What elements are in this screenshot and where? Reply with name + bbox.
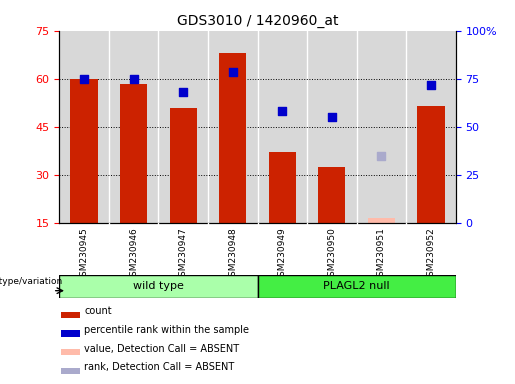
Text: rank, Detection Call = ABSENT: rank, Detection Call = ABSENT xyxy=(84,362,235,372)
Bar xyxy=(61,312,80,318)
Text: GSM230945: GSM230945 xyxy=(79,227,89,281)
Point xyxy=(129,76,138,82)
Text: PLAGL2 null: PLAGL2 null xyxy=(323,281,390,291)
Text: GSM230952: GSM230952 xyxy=(426,227,436,281)
Bar xyxy=(61,331,80,337)
Text: GSM230949: GSM230949 xyxy=(278,227,287,281)
Bar xyxy=(368,218,395,223)
Text: count: count xyxy=(84,306,112,316)
Point xyxy=(229,69,237,75)
Text: value, Detection Call = ABSENT: value, Detection Call = ABSENT xyxy=(84,344,239,354)
Text: GSM230946: GSM230946 xyxy=(129,227,138,281)
Text: GSM230951: GSM230951 xyxy=(377,227,386,282)
Bar xyxy=(417,106,444,223)
Bar xyxy=(169,108,197,223)
Bar xyxy=(258,275,456,298)
Title: GDS3010 / 1420960_at: GDS3010 / 1420960_at xyxy=(177,14,338,28)
Bar xyxy=(61,368,80,374)
Text: percentile rank within the sample: percentile rank within the sample xyxy=(84,325,249,335)
Text: GSM230947: GSM230947 xyxy=(179,227,187,281)
Bar xyxy=(61,349,80,356)
Text: wild type: wild type xyxy=(133,281,184,291)
Point xyxy=(328,114,336,120)
Bar xyxy=(71,79,98,223)
Text: GSM230948: GSM230948 xyxy=(228,227,237,281)
Point xyxy=(278,108,286,114)
Text: GSM230950: GSM230950 xyxy=(328,227,336,282)
Bar xyxy=(269,152,296,223)
Bar xyxy=(219,53,246,223)
Point xyxy=(427,82,435,88)
Bar xyxy=(120,84,147,223)
Point xyxy=(377,152,386,159)
Bar xyxy=(59,275,258,298)
Point xyxy=(179,88,187,94)
Bar xyxy=(318,167,346,223)
Text: genotype/variation: genotype/variation xyxy=(0,277,63,286)
Point xyxy=(80,76,88,82)
